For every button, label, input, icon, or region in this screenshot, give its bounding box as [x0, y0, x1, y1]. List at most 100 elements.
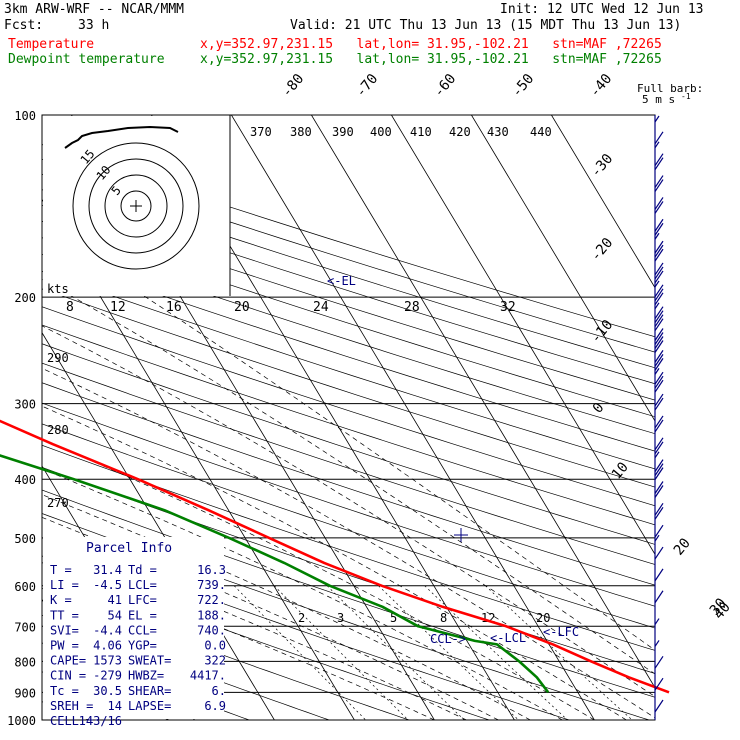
- pressure-tick-label: 600: [14, 580, 36, 594]
- wind-barb-flag: [654, 354, 664, 367]
- lfc-annotation: <-LFC: [543, 625, 579, 639]
- wind-barb: [654, 350, 664, 375]
- parcel-info-value: 4.06: [93, 639, 122, 653]
- wind-barb-flag: [654, 244, 664, 258]
- wind-barb-flag: [654, 467, 664, 480]
- dry-adiabat-line: [42, 237, 655, 435]
- wind-barb: [654, 590, 664, 604]
- wind-barb-flag: [654, 481, 664, 494]
- wind-barb: [654, 524, 664, 542]
- wind-barb: [654, 415, 664, 433]
- pressure-tick-label: 100: [14, 109, 36, 123]
- dry-adiabat-line: [42, 562, 490, 720]
- parcel-info-key: CIN =: [50, 669, 86, 683]
- parcel-info-title: Parcel Info: [86, 541, 172, 556]
- wind-barb-flag: [654, 266, 664, 280]
- wind-barb-flag: [654, 222, 664, 236]
- dry-adiabat-line: [42, 489, 655, 698]
- moist-adiabat-line: [42, 367, 655, 719]
- forecast-hour: 33 h: [78, 18, 110, 33]
- wind-barb-flag: [654, 306, 664, 319]
- temperature-tick-label: -20: [588, 235, 617, 265]
- wind-barb-flag: [654, 358, 664, 371]
- parcel-info-key: YGP=: [128, 639, 157, 653]
- dry-adiabat-line: [42, 204, 655, 401]
- theta-label: 390: [332, 125, 354, 139]
- mixing-ratio-line: [424, 585, 568, 720]
- isotherm-line: [231, 115, 595, 720]
- full-barb-exponent: -1: [681, 92, 691, 101]
- moist-adiabat-line: [42, 468, 563, 720]
- temperature-tick-label: -60: [431, 71, 460, 101]
- wind-barb: [654, 262, 664, 288]
- pressure-tick-label: 400: [14, 473, 36, 487]
- wind-barb-half-flag: [654, 640, 660, 647]
- wind-barb-flag: [654, 240, 664, 254]
- wind-barb-flag: [654, 485, 664, 498]
- wind-barb-flag: [654, 677, 664, 691]
- wind-barb: [654, 306, 664, 331]
- theta-label: 410: [410, 125, 432, 139]
- parcel-info-key: Td =: [128, 563, 157, 577]
- temperature-profile-line: [0, 419, 670, 694]
- wind-barb-flag: [654, 288, 664, 302]
- parcel-info-value: -4.4: [93, 623, 122, 637]
- speed-tick-label: 32: [500, 300, 516, 315]
- speed-tick-label: 24: [313, 300, 329, 315]
- parcel-info-value: 30.5: [93, 684, 122, 698]
- dry-adiabat-line: [42, 343, 655, 545]
- wind-barb: [654, 131, 664, 149]
- wind-barb-flag: [654, 284, 664, 298]
- wind-barb-flag: [654, 218, 664, 232]
- wind-barb-flag: [654, 340, 664, 353]
- valid-time: Valid: 21 UTC Thu 13 Jun 13 (15 MDT Thu …: [290, 18, 682, 33]
- theta-label: 280: [47, 423, 69, 437]
- wind-barb: [654, 546, 664, 560]
- dewpoint-legend: Dewpoint temperature: [8, 52, 165, 67]
- dewpoint-location: x,y=352.97,231.15 lat,lon= 31.95,-102.21…: [200, 52, 662, 67]
- mixing-ratio-line: [274, 585, 409, 720]
- pressure-tick-label: 700: [14, 620, 36, 634]
- wind-barb: [654, 284, 664, 310]
- init-time: Init: 12 UTC Wed 12 Jun 13: [500, 2, 704, 17]
- lcl-annotation: <-LCL: [490, 631, 526, 645]
- wind-barb-flag: [654, 437, 664, 451]
- wind-barb-flag: [654, 328, 664, 341]
- parcel-info-value: 14: [108, 699, 122, 713]
- ccl-annotation: CCL->: [430, 632, 466, 646]
- pressure-tick-label: 200: [14, 291, 36, 305]
- wind-barb-flag: [654, 419, 664, 433]
- wind-barb-half-flag: [654, 534, 660, 542]
- theta-label: 370: [250, 125, 272, 139]
- wind-barb-flag: [654, 379, 664, 393]
- dry-adiabat-line: [42, 288, 655, 488]
- wind-barb: [654, 459, 664, 480]
- parcel-info-value: 54: [108, 608, 122, 622]
- parcel-info-key: T =: [50, 563, 72, 577]
- wind-barb: [654, 115, 660, 123]
- wind-barb-flag: [654, 524, 664, 538]
- el-annotation: <-EL: [327, 274, 356, 288]
- parcel-info-key: Tc =: [50, 684, 79, 698]
- theta-label: 430: [487, 125, 509, 139]
- wind-barb: [654, 677, 664, 691]
- wind-barb: [654, 153, 664, 171]
- speed-tick-label: 12: [110, 300, 126, 315]
- wind-barb-flag: [654, 503, 664, 516]
- wind-barb-flag: [654, 332, 664, 345]
- wind-barb: [654, 393, 664, 411]
- parcel-info-key: SWEAT=: [128, 654, 171, 668]
- temperature-tick-label: -80: [279, 71, 308, 101]
- isotherm-line: [311, 115, 655, 689]
- wind-barb-half-flag: [654, 302, 660, 310]
- parcel-info-key: SVI=: [50, 623, 79, 637]
- wind-barb-flag: [654, 157, 664, 171]
- parcel-info-value: 1573: [93, 654, 122, 668]
- temperature-legend: Temperature: [8, 37, 95, 52]
- parcel-info-value: 739.: [197, 578, 226, 592]
- dry-adiabat-line: [42, 402, 655, 607]
- wind-barb-flag: [654, 397, 664, 411]
- wind-barb-flag: [654, 590, 664, 604]
- parcel-info-value: -279: [93, 669, 122, 683]
